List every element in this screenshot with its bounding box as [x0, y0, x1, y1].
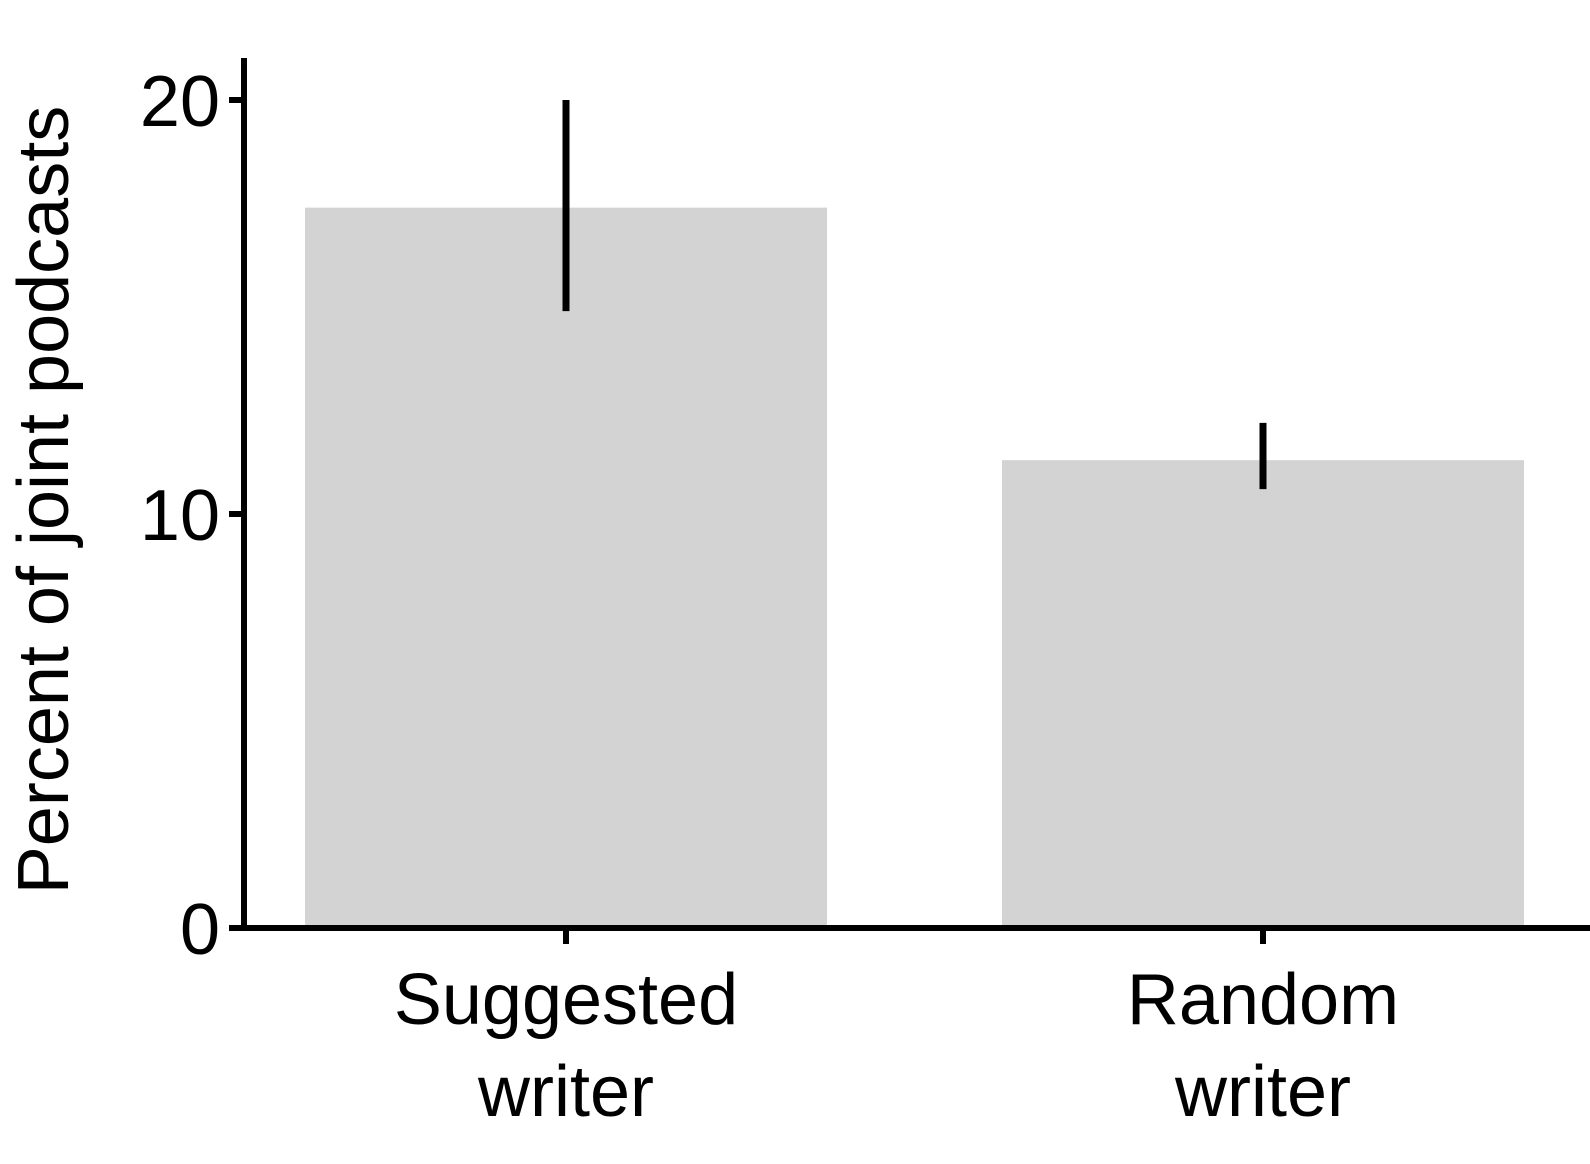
axes-layer [241, 58, 1590, 931]
y-tick-label-1: 10 [140, 476, 220, 556]
x-tick-label-1: Random writer [1127, 960, 1399, 1132]
y-tick-label-0: 0 [180, 890, 220, 970]
y-tick-label-2: 20 [140, 62, 220, 142]
ticks-layer: 0 10 20 Suggested writer Random writer [140, 62, 1399, 1132]
bar-0 [305, 207, 827, 928]
x-tick-label-0: Suggested writer [394, 960, 738, 1132]
y-axis-label: Percent of joint podcasts [4, 106, 84, 894]
bars-layer [305, 207, 1524, 928]
error-bars-layer [562, 100, 1267, 490]
bar-1 [1002, 460, 1524, 928]
